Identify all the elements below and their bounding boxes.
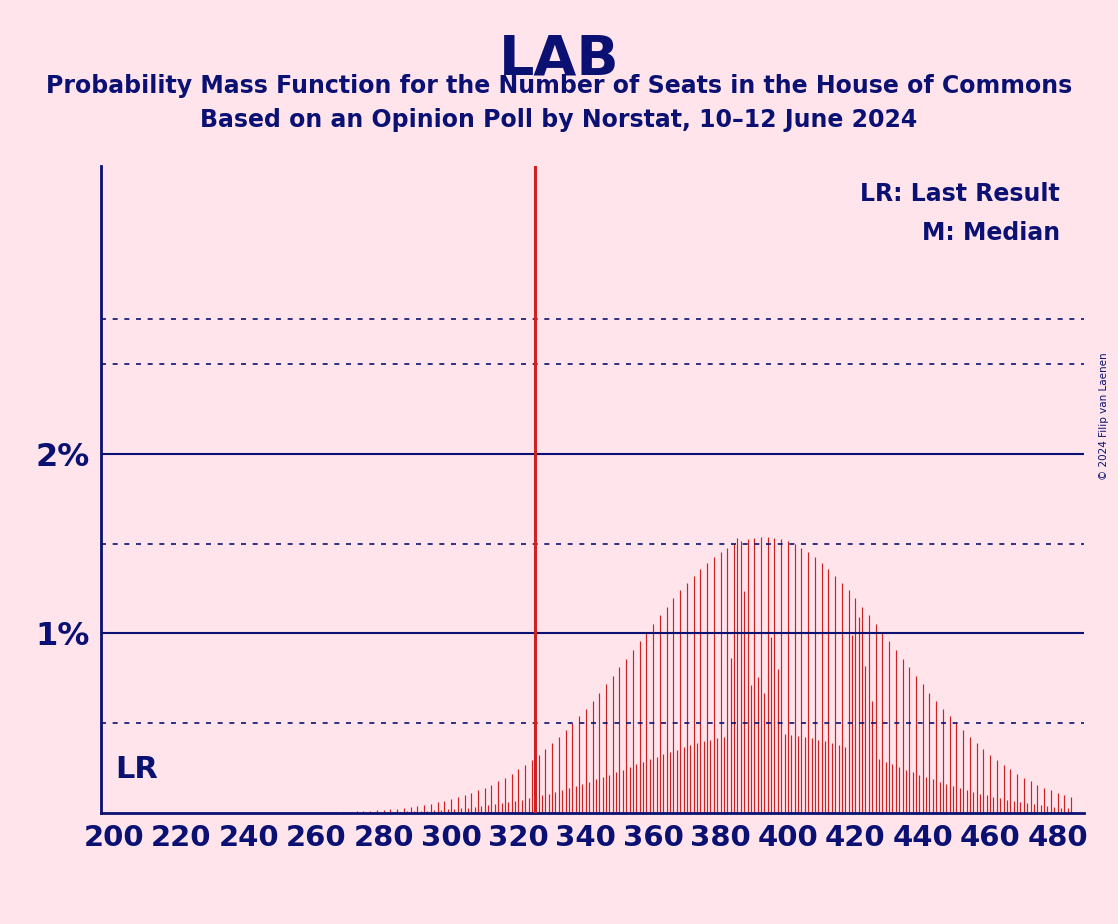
Text: Based on an Opinion Poll by Norstat, 10–12 June 2024: Based on an Opinion Poll by Norstat, 10–… (200, 108, 918, 132)
Text: LAB: LAB (499, 32, 619, 86)
Text: © 2024 Filip van Laenen: © 2024 Filip van Laenen (1099, 352, 1109, 480)
Text: Probability Mass Function for the Number of Seats in the House of Commons: Probability Mass Function for the Number… (46, 74, 1072, 98)
Text: M: Median: M: Median (921, 222, 1060, 245)
Text: LR: LR (115, 755, 159, 784)
Text: LR: Last Result: LR: Last Result (860, 183, 1060, 206)
